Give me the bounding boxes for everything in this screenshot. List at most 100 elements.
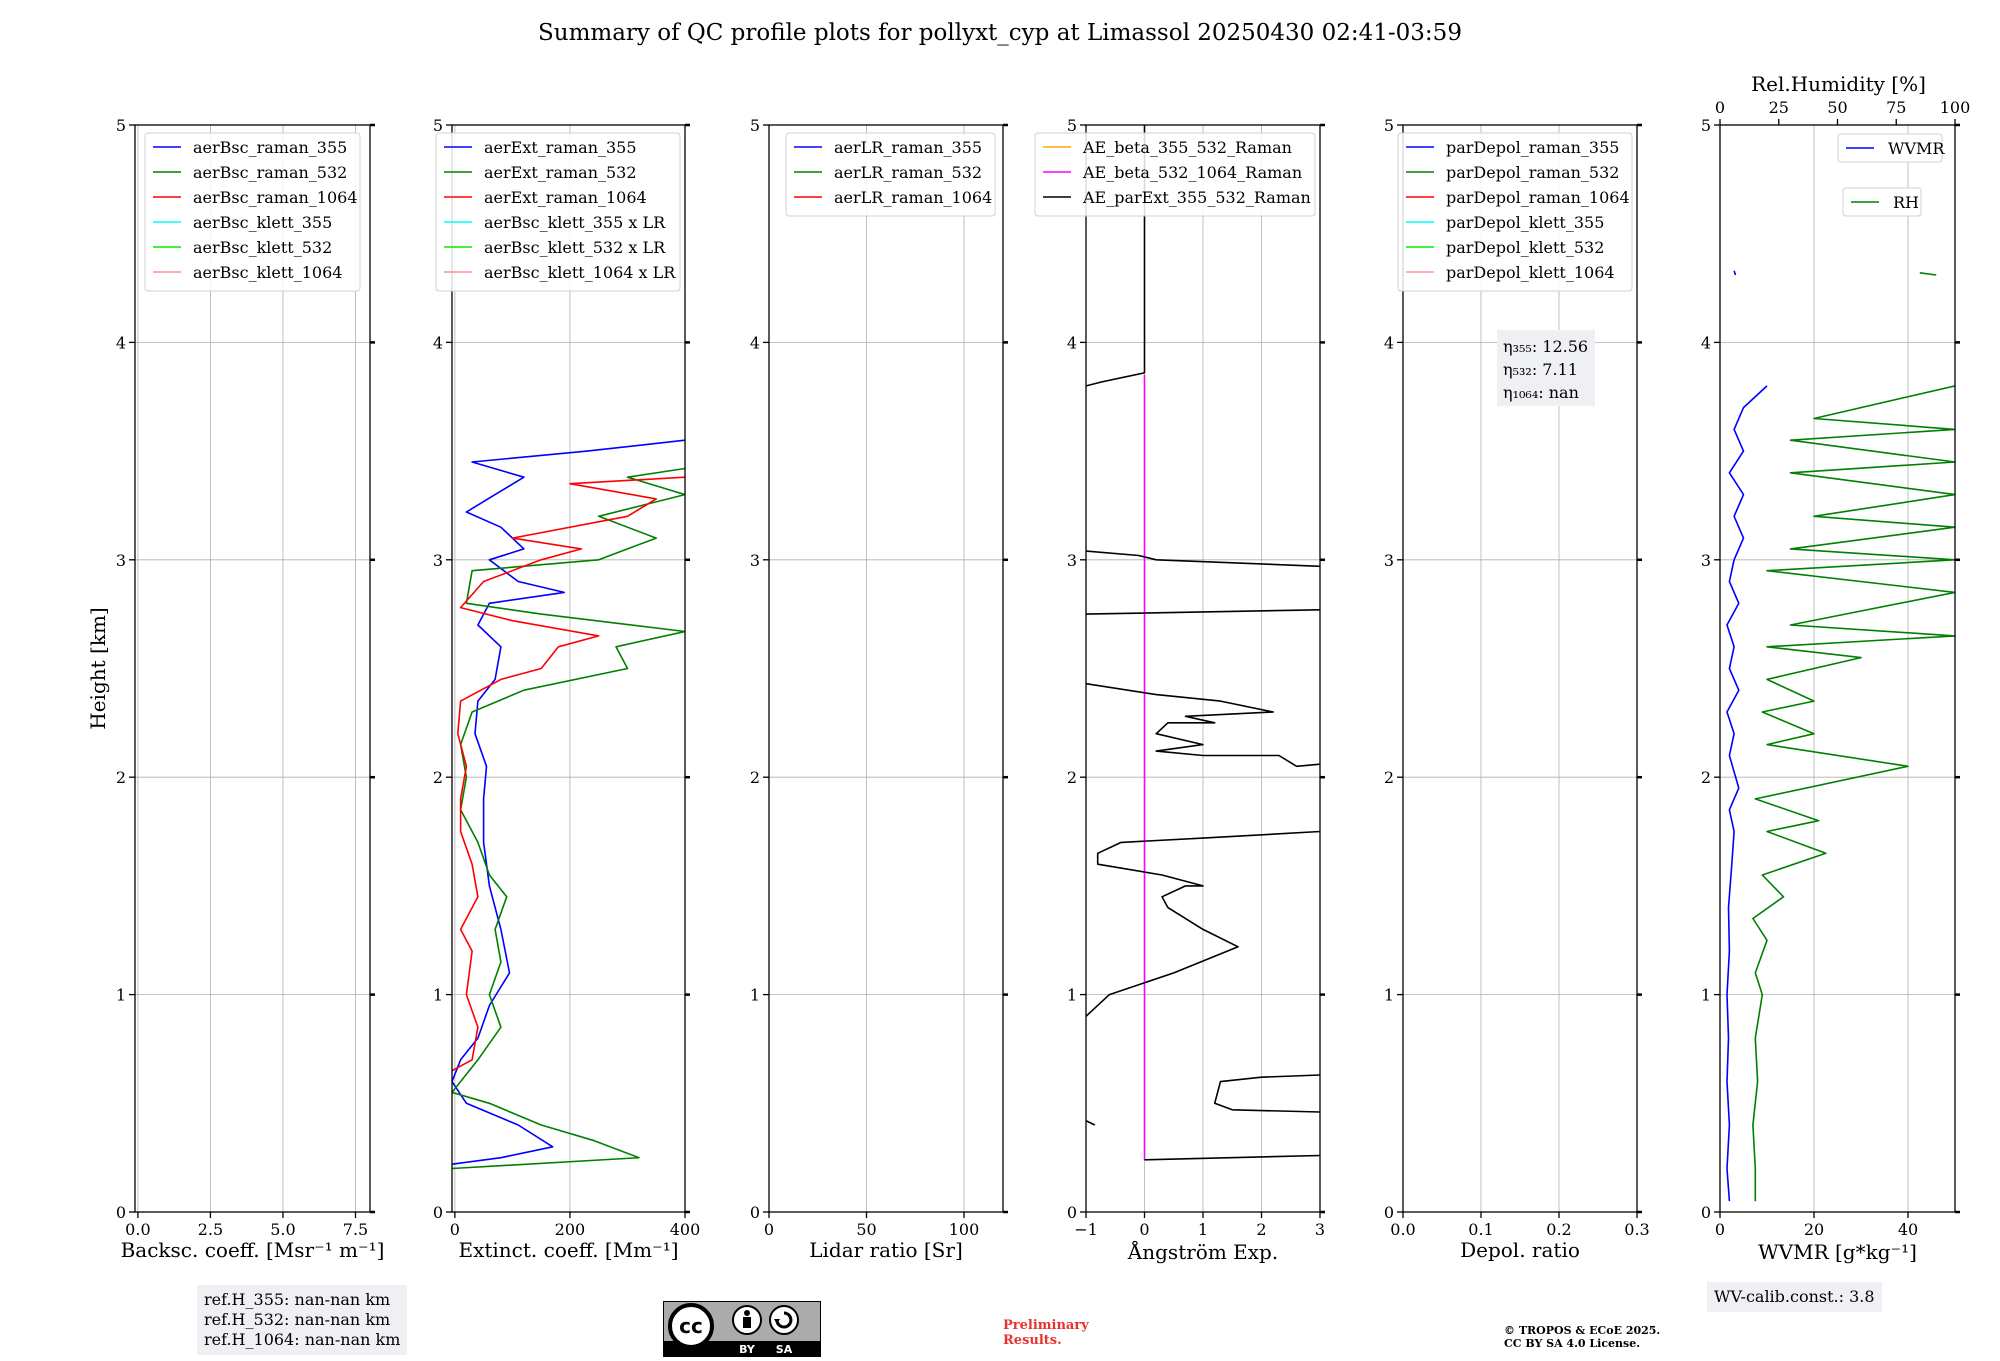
- y-tick-label: 4: [750, 333, 760, 352]
- legend-box: [1837, 133, 1943, 163]
- reference-height-box: ref.H_355: nan-nan km ref.H_532: nan-nan…: [197, 1285, 408, 1355]
- series-line-AE_parExt_355_532_Raman: [1086, 830, 1320, 1017]
- x-tick-label: 0: [764, 1220, 774, 1239]
- series-line-AE_parExt_355_532_Raman: [1086, 125, 1146, 387]
- wv-calibration-constant: WV-calib.const.: 3.8: [1714, 1287, 1875, 1306]
- top-x-tick-label: 0: [1715, 98, 1725, 117]
- x-tick-label: 40: [1898, 1220, 1918, 1239]
- legend-label: AE_beta_355_532_Raman: [1082, 138, 1292, 157]
- y-tick-label: 1: [433, 986, 443, 1005]
- copyright-line-1: © TROPOS & ECoE 2025.: [1504, 1324, 1661, 1337]
- series-line-AE_parExt_355_532_Raman: [1086, 550, 1320, 568]
- legend-label: aerBsc_raman_1064: [193, 188, 358, 207]
- y-tick-label: 5: [750, 116, 760, 135]
- y-tick-label: 5: [1067, 116, 1077, 135]
- cc-text: cc: [679, 1314, 703, 1338]
- x-tick-label: 0: [1139, 1220, 1149, 1239]
- y-tick-label: 3: [1067, 551, 1077, 570]
- wv-calibration-box: WV-calib.const.: 3.8: [1707, 1282, 1882, 1312]
- legend-label: parDepol_raman_532: [1446, 163, 1619, 182]
- series-line-AE_parExt_355_532_Raman: [1213, 1074, 1320, 1113]
- cc-license-badge: cc BY SA: [663, 1301, 821, 1361]
- y-tick-label: 2: [1067, 768, 1077, 787]
- x-axis-label: Backsc. coeff. [Msr⁻¹ m⁻¹]: [121, 1238, 385, 1262]
- eta-annotation: η₅₃₂: 7.11: [1503, 360, 1578, 379]
- y-axis-label: Height [km]: [86, 607, 110, 729]
- x-axis-label: Lidar ratio [Sr]: [809, 1238, 963, 1262]
- x-tick-label: 0.3: [1624, 1220, 1649, 1239]
- x-tick-label: 50: [856, 1220, 876, 1239]
- series-line-aerExt_raman_1064: [452, 476, 685, 1072]
- x-tick-label: 20: [1804, 1220, 1824, 1239]
- series-line-RH: [1752, 385, 1955, 1202]
- legend-label: WVMR: [1888, 139, 1945, 158]
- y-tick-label: 3: [116, 551, 126, 570]
- legend-label: aerBsc_klett_532 x LR: [484, 238, 666, 257]
- legend-label: parDepol_klett_1064: [1446, 263, 1615, 282]
- x-tick-label: 1: [1198, 1220, 1208, 1239]
- legend-box: [1842, 187, 1922, 217]
- ref-height-1064: ref.H_1064: nan-nan km: [204, 1330, 401, 1349]
- top-axis-label: Rel.Humidity [%]: [1751, 72, 1926, 96]
- legend-label: parDepol_klett_532: [1446, 238, 1604, 257]
- y-tick-label: 0: [433, 1203, 443, 1222]
- preliminary-results-note: Preliminary Results.: [1003, 1318, 1089, 1348]
- x-tick-label: 5.0: [270, 1220, 295, 1239]
- x-tick-label: 3: [1315, 1220, 1325, 1239]
- series-line-AE_parExt_355_532_Raman: [1144, 1154, 1320, 1161]
- legend-label: RH: [1893, 193, 1919, 212]
- x-tick-label: 0.0: [1390, 1220, 1415, 1239]
- x-tick-label: 400: [670, 1220, 701, 1239]
- eta-annotation: η₃₅₅: 12.56: [1503, 337, 1588, 356]
- series-line-AE_parExt_355_532_Raman: [1086, 609, 1320, 615]
- legend-label: aerBsc_raman_355: [193, 138, 347, 157]
- y-tick-label: 2: [1384, 768, 1394, 787]
- series-line-AE_parExt_355_532_Raman: [1086, 682, 1320, 768]
- legend-label: aerLR_raman_1064: [834, 188, 992, 207]
- y-tick-label: 5: [116, 116, 126, 135]
- y-tick-label: 4: [1067, 333, 1077, 352]
- cc-by-sa-icon: cc BY SA: [663, 1301, 821, 1357]
- y-tick-label: 1: [750, 986, 760, 1005]
- axes-frame: [768, 124, 1004, 1213]
- series-line-WVMR_upper: [1733, 270, 1737, 276]
- figure-title: Summary of QC profile plots for pollyxt_…: [538, 20, 1462, 46]
- x-tick-label: 0.2: [1546, 1220, 1571, 1239]
- x-tick-label: 7.5: [343, 1220, 368, 1239]
- series-line-AE_parExt_355_532_Raman: [1086, 1119, 1096, 1126]
- preliminary-line-2: Results.: [1003, 1333, 1062, 1348]
- eta-annotation: η₁₀₆₄: nan: [1503, 383, 1579, 402]
- legend-label: parDepol_klett_355: [1446, 213, 1604, 232]
- legend-label: aerExt_raman_1064: [484, 188, 647, 207]
- copyright-line-2: CC BY SA 4.0 License.: [1504, 1337, 1641, 1350]
- legend-label: aerBsc_klett_532: [193, 238, 332, 257]
- series-line-WVMR: [1726, 385, 1768, 1202]
- legend-label: aerBsc_klett_355 x LR: [484, 213, 666, 232]
- eta-annotation-box: [1497, 330, 1595, 406]
- copyright-note: © TROPOS & ECoE 2025. CC BY SA 4.0 Licen…: [1504, 1324, 1660, 1350]
- ref-height-355: ref.H_355: nan-nan km: [204, 1290, 391, 1309]
- cc-sa-text: SA: [776, 1343, 793, 1356]
- legend-label: aerLR_raman_532: [834, 163, 982, 182]
- axes-frame: [134, 124, 371, 1213]
- x-tick-label: 100: [949, 1220, 980, 1239]
- x-tick-label: 0: [450, 1220, 460, 1239]
- y-tick-label: 1: [1067, 986, 1077, 1005]
- y-tick-label: 3: [1384, 551, 1394, 570]
- series-line-RH_upper: [1919, 272, 1937, 276]
- y-tick-label: 5: [1384, 116, 1394, 135]
- legend-label: aerBsc_klett_355: [193, 213, 332, 232]
- y-tick-label: 2: [116, 768, 126, 787]
- y-tick-label: 5: [433, 116, 443, 135]
- ref-height-532: ref.H_532: nan-nan km: [204, 1310, 391, 1329]
- y-tick-label: 0: [750, 1203, 760, 1222]
- series-line-aerExt_raman_355: [452, 439, 685, 1165]
- legend-box: [1034, 132, 1316, 217]
- y-tick-label: 5: [1701, 116, 1711, 135]
- y-tick-label: 1: [1384, 986, 1394, 1005]
- y-tick-label: 0: [1067, 1203, 1077, 1222]
- legend-box: [785, 132, 996, 217]
- legend-label: parDepol_raman_355: [1446, 138, 1619, 157]
- axes-frame: [1402, 124, 1638, 1213]
